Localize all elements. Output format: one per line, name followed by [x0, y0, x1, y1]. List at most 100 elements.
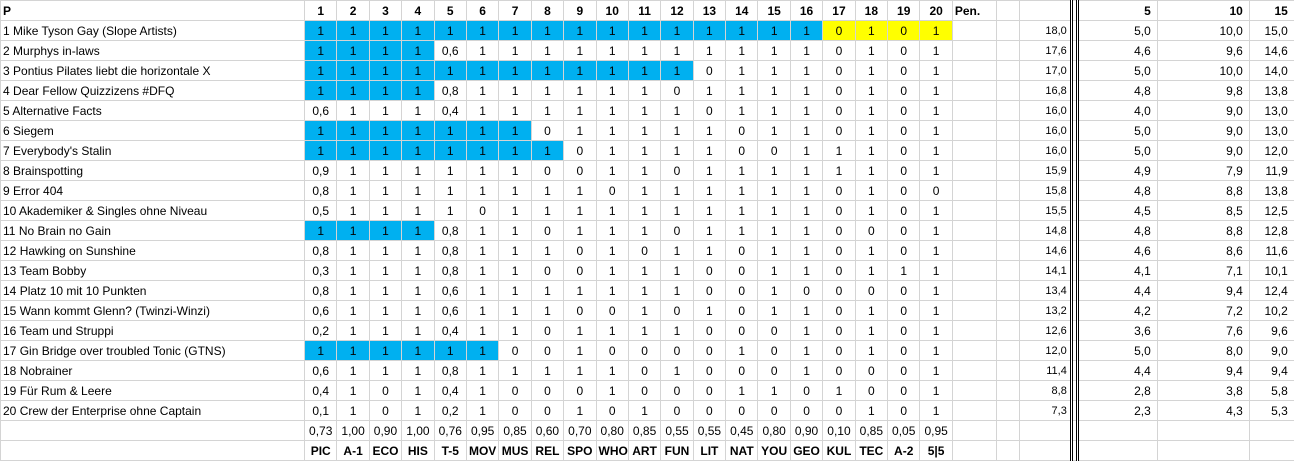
score-cell[interactable]: 1 [855, 241, 887, 261]
empty-cell[interactable] [1019, 421, 1071, 441]
score-cell[interactable]: 1 [564, 101, 596, 121]
team-name[interactable]: 17 Gin Bridge over troubled Tonic (GTNS) [1, 341, 305, 361]
after-10-cell[interactable]: 8,8 [1157, 221, 1249, 241]
total-cell[interactable]: 13,2 [1019, 301, 1071, 321]
empty-cell[interactable] [952, 61, 996, 81]
score-cell[interactable]: 0 [596, 181, 628, 201]
header-round-5[interactable]: 5 [434, 1, 466, 21]
category-cell[interactable]: 5|5 [920, 441, 952, 461]
score-cell[interactable]: 1 [596, 321, 628, 341]
after-15-cell[interactable]: 12,8 [1249, 221, 1294, 241]
after-15-cell[interactable]: 13,0 [1249, 101, 1294, 121]
score-cell[interactable]: 0 [790, 281, 822, 301]
score-cell[interactable]: 1 [466, 341, 498, 361]
score-cell[interactable]: 1 [337, 81, 369, 101]
empty-cell[interactable] [952, 361, 996, 381]
score-cell[interactable]: 0 [888, 21, 920, 41]
score-cell[interactable]: 0 [726, 141, 758, 161]
score-cell[interactable]: 1 [920, 201, 952, 221]
after-15-cell[interactable]: 5,8 [1249, 381, 1294, 401]
after-10-cell[interactable]: 8,5 [1157, 201, 1249, 221]
category-cell[interactable]: GEO [790, 441, 822, 461]
score-cell[interactable]: 1 [466, 301, 498, 321]
score-cell[interactable]: 1 [402, 361, 434, 381]
score-cell[interactable]: 1 [855, 301, 887, 321]
score-cell[interactable]: 1 [466, 121, 498, 141]
after-10-cell[interactable]: 7,1 [1157, 261, 1249, 281]
empty-cell[interactable] [952, 161, 996, 181]
score-cell[interactable]: 0 [790, 381, 822, 401]
score-cell[interactable]: 1 [466, 61, 498, 81]
score-cell[interactable]: 1 [337, 241, 369, 261]
score-cell[interactable]: 0 [661, 81, 693, 101]
score-cell[interactable]: 0,8 [305, 181, 337, 201]
score-cell[interactable]: 1 [305, 221, 337, 241]
category-cell[interactable]: HIS [402, 441, 434, 461]
score-cell[interactable]: 1 [920, 221, 952, 241]
score-cell[interactable]: 1 [564, 41, 596, 61]
average-cell[interactable]: 0,55 [661, 421, 693, 441]
score-cell[interactable]: 1 [661, 141, 693, 161]
average-cell[interactable]: 0,45 [726, 421, 758, 441]
score-cell[interactable]: 0 [564, 141, 596, 161]
score-cell[interactable]: 1 [596, 61, 628, 81]
score-cell[interactable]: 1 [499, 21, 531, 41]
empty-cell[interactable] [952, 41, 996, 61]
score-cell[interactable]: 1 [596, 221, 628, 241]
header-round-8[interactable]: 8 [531, 1, 563, 21]
score-cell[interactable]: 0 [564, 381, 596, 401]
score-cell[interactable]: 0,6 [434, 281, 466, 301]
score-cell[interactable]: 1 [466, 321, 498, 341]
score-cell[interactable]: 1 [466, 241, 498, 261]
average-cell[interactable]: 0,70 [564, 421, 596, 441]
empty-cell[interactable] [1249, 421, 1294, 441]
score-cell[interactable]: 0 [758, 401, 790, 421]
after-10-cell[interactable]: 9,4 [1157, 361, 1249, 381]
score-cell[interactable]: 0 [531, 121, 563, 141]
score-cell[interactable]: 1 [337, 361, 369, 381]
total-cell[interactable]: 16,0 [1019, 141, 1071, 161]
score-cell[interactable]: 1 [434, 21, 466, 41]
after-15-cell[interactable]: 14,0 [1249, 61, 1294, 81]
after-15-cell[interactable]: 9,0 [1249, 341, 1294, 361]
header-round-2[interactable]: 2 [337, 1, 369, 21]
score-cell[interactable]: 1 [693, 201, 725, 221]
empty-cell[interactable] [1, 441, 305, 461]
score-cell[interactable]: 0 [693, 261, 725, 281]
score-cell[interactable]: 1 [596, 81, 628, 101]
empty-cell[interactable] [952, 241, 996, 261]
category-cell[interactable]: LIT [693, 441, 725, 461]
score-cell[interactable]: 1 [499, 321, 531, 341]
score-cell[interactable]: 1 [564, 341, 596, 361]
after-10-cell[interactable]: 9,0 [1157, 101, 1249, 121]
score-cell[interactable]: 1 [661, 21, 693, 41]
score-cell[interactable]: 1 [369, 161, 401, 181]
score-cell[interactable]: 1 [531, 241, 563, 261]
score-cell[interactable]: 0 [661, 381, 693, 401]
score-cell[interactable]: 1 [531, 361, 563, 381]
score-cell[interactable]: 0 [693, 341, 725, 361]
average-cell[interactable]: 0,76 [434, 421, 466, 441]
after-15-cell[interactable]: 10,2 [1249, 301, 1294, 321]
score-cell[interactable]: 0 [855, 361, 887, 381]
score-cell[interactable]: 1 [402, 81, 434, 101]
score-cell[interactable]: 1 [726, 81, 758, 101]
team-name[interactable]: 12 Hawking on Sunshine [1, 241, 305, 261]
average-cell[interactable]: 0,05 [888, 421, 920, 441]
score-cell[interactable]: 0 [823, 21, 855, 41]
score-cell[interactable]: 1 [661, 321, 693, 341]
score-cell[interactable]: 1 [564, 61, 596, 81]
score-cell[interactable]: 1 [369, 101, 401, 121]
score-cell[interactable]: 1 [531, 81, 563, 101]
score-cell[interactable]: 0,6 [305, 101, 337, 121]
score-cell[interactable]: 0,4 [434, 381, 466, 401]
score-cell[interactable]: 0 [758, 361, 790, 381]
empty-cell[interactable] [1249, 441, 1294, 461]
score-cell[interactable]: 1 [758, 221, 790, 241]
score-cell[interactable]: 0,4 [305, 381, 337, 401]
score-cell[interactable]: 1 [402, 381, 434, 401]
score-cell[interactable]: 0 [564, 161, 596, 181]
score-cell[interactable]: 0 [790, 401, 822, 421]
total-cell[interactable]: 12,6 [1019, 321, 1071, 341]
score-cell[interactable]: 1 [466, 361, 498, 381]
